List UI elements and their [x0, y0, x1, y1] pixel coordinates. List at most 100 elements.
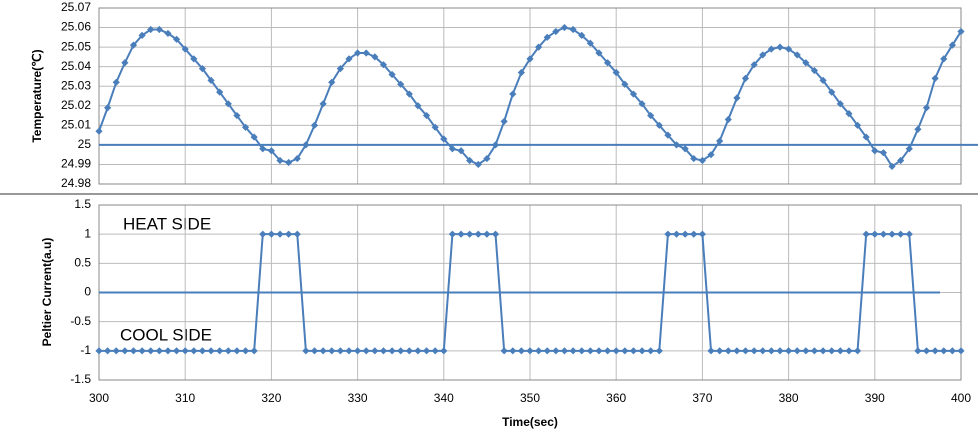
data-point — [750, 347, 758, 355]
data-point — [586, 39, 594, 47]
data-point — [793, 347, 801, 355]
data-point — [285, 158, 293, 167]
data-point — [224, 100, 232, 108]
data-point — [716, 137, 724, 145]
data-point — [397, 80, 405, 88]
data-point — [836, 100, 844, 108]
data-point — [121, 347, 129, 355]
data-point — [578, 31, 586, 39]
data-point — [698, 230, 706, 238]
data-point — [785, 347, 793, 355]
data-point — [405, 90, 413, 98]
x-axis-label: Time(sec) — [502, 415, 558, 429]
data-point — [397, 347, 405, 355]
data-point — [948, 41, 956, 49]
y-tick-label: 0.5 — [74, 256, 91, 270]
data-point — [724, 347, 732, 355]
data-point — [328, 78, 336, 86]
data-point — [405, 347, 413, 355]
x-tick-label: 310 — [175, 391, 195, 405]
data-point — [793, 51, 801, 59]
data-point — [871, 147, 879, 155]
data-point — [431, 123, 439, 131]
data-point — [888, 230, 896, 238]
data-point — [233, 347, 241, 355]
data-point — [422, 111, 431, 120]
x-tick-label: 360 — [606, 391, 626, 405]
data-point — [586, 347, 594, 355]
data-point — [914, 347, 922, 355]
data-point — [198, 65, 207, 73]
y-tick-label: 25 — [78, 137, 92, 151]
data-point — [672, 230, 681, 238]
data-point — [207, 76, 215, 84]
data-point — [862, 133, 870, 141]
data-point — [948, 347, 956, 355]
data-point — [767, 347, 775, 355]
x-tick-label: 330 — [348, 391, 368, 405]
data-point — [448, 145, 457, 153]
data-point — [129, 41, 138, 49]
data-point — [302, 347, 310, 355]
data-point — [707, 151, 715, 159]
data-point — [655, 121, 663, 129]
data-point — [276, 156, 284, 165]
data-point — [336, 347, 344, 355]
data-point — [285, 230, 293, 238]
y-tick-label: 25.02 — [61, 98, 91, 112]
data-point — [621, 347, 629, 355]
data-point — [819, 76, 827, 84]
data-point — [388, 70, 396, 79]
data-point — [595, 347, 603, 355]
data-point — [371, 347, 379, 355]
data-point — [690, 154, 698, 163]
data-point — [759, 51, 767, 59]
data-point — [922, 347, 931, 355]
data-point — [664, 131, 672, 139]
data-point — [466, 156, 474, 165]
data-point — [457, 147, 465, 155]
data-point — [147, 25, 155, 34]
data-point — [388, 347, 396, 355]
data-point — [95, 347, 103, 355]
data-point — [603, 347, 612, 355]
data-point — [319, 347, 327, 355]
data-point — [310, 347, 319, 355]
data-point — [379, 61, 388, 69]
data-point — [250, 133, 258, 141]
data-point — [138, 31, 146, 39]
data-point — [560, 23, 569, 32]
data-point — [836, 347, 844, 355]
data-point — [466, 230, 474, 238]
data-point — [578, 347, 586, 355]
data-point — [328, 347, 336, 355]
data-point — [595, 49, 603, 57]
data-point — [155, 25, 163, 34]
data-point — [759, 347, 767, 355]
x-tick-label: 390 — [865, 391, 885, 405]
data-point — [310, 121, 319, 129]
data-point — [216, 88, 224, 96]
data-point — [517, 68, 525, 77]
data-point — [828, 347, 836, 355]
data-point — [526, 55, 534, 63]
data-point — [259, 145, 267, 153]
x-tick-label: 340 — [434, 391, 454, 405]
data-point — [853, 347, 862, 355]
data-point — [603, 59, 612, 67]
data-point — [940, 55, 948, 63]
data-point — [474, 230, 482, 238]
data-point — [733, 94, 741, 102]
data-point — [888, 162, 896, 170]
data-point — [871, 230, 879, 238]
data-point — [354, 49, 362, 57]
data-point — [319, 100, 327, 108]
data-point — [491, 141, 500, 149]
data-point — [345, 347, 353, 355]
data-point — [707, 347, 715, 355]
data-point — [431, 347, 439, 355]
data-point — [716, 347, 724, 355]
data-point — [155, 347, 163, 355]
data-point — [629, 347, 638, 355]
y-tick-label: 24.99 — [61, 157, 91, 171]
